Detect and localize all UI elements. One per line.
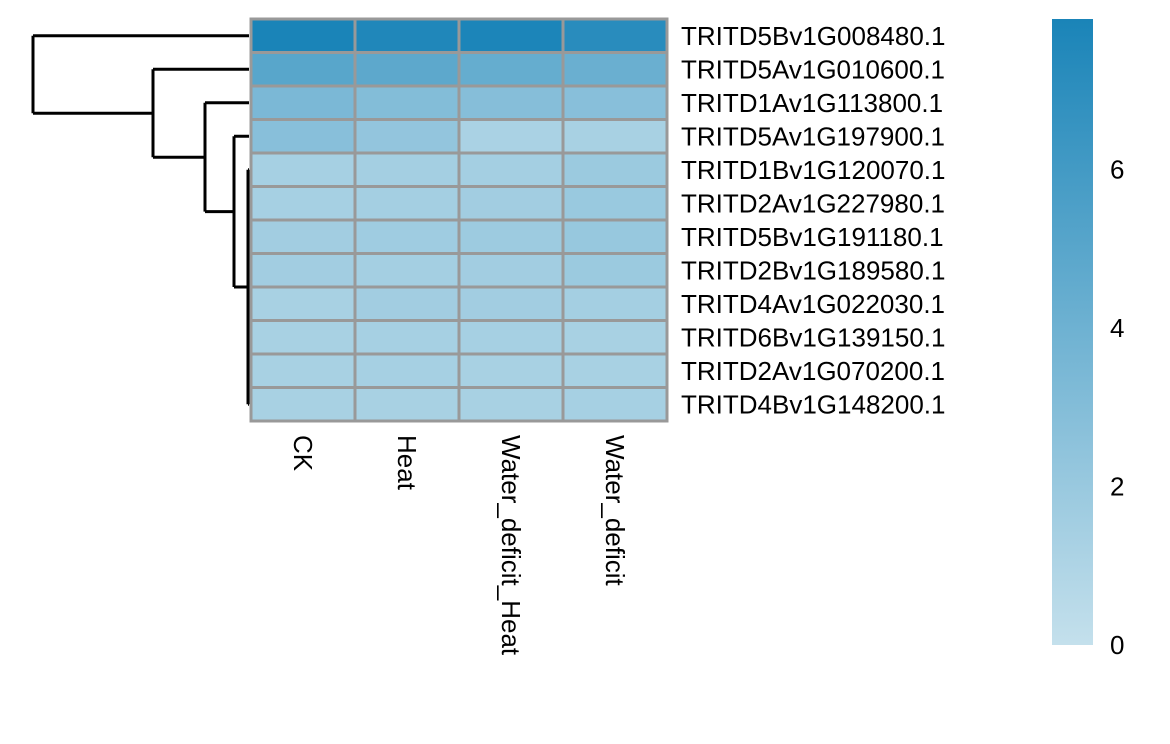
row-label: TRITD1Bv1G120070.1 bbox=[681, 155, 945, 185]
row-label: TRITD4Av1G022030.1 bbox=[681, 289, 945, 319]
colorbar-tick-label: 2 bbox=[1110, 472, 1124, 502]
heatmap-cell bbox=[561, 84, 669, 121]
row-label: TRITD5Bv1G008480.1 bbox=[681, 21, 945, 51]
heatmap-cell bbox=[249, 118, 357, 155]
heatmap-cell bbox=[353, 118, 461, 155]
heatmap-cell bbox=[561, 218, 669, 255]
row-label: TRITD2Av1G070200.1 bbox=[681, 356, 945, 386]
heatmap-cell bbox=[561, 151, 669, 188]
heatmap-cell bbox=[353, 51, 461, 88]
heatmap-cell bbox=[249, 352, 357, 389]
heatmap-cell bbox=[457, 352, 565, 389]
heatmap-cell bbox=[457, 84, 565, 121]
column-label: Water_deficit_Heat bbox=[496, 435, 526, 656]
row-label: TRITD5Av1G197900.1 bbox=[681, 121, 945, 151]
heatmap-cell bbox=[353, 319, 461, 356]
heatmap-cell bbox=[457, 151, 565, 188]
heatmap-cell bbox=[249, 218, 357, 255]
heatmap-cell bbox=[457, 185, 565, 222]
colorbar bbox=[1052, 19, 1093, 645]
heatmap-cell bbox=[457, 17, 565, 54]
row-label: TRITD6Bv1G139150.1 bbox=[681, 322, 945, 352]
heatmap-cell bbox=[353, 17, 461, 54]
heatmap-cell bbox=[249, 319, 357, 356]
heatmap-cell bbox=[249, 252, 357, 289]
colorbar-tick-label: 0 bbox=[1110, 630, 1124, 660]
heatmap-cell bbox=[457, 319, 565, 356]
column-label: Water_deficit bbox=[600, 435, 630, 587]
heatmap-cell bbox=[561, 319, 669, 356]
heatmap-cell bbox=[249, 84, 357, 121]
heatmap-cell bbox=[457, 386, 565, 423]
colorbar-tick-label: 4 bbox=[1110, 313, 1124, 343]
heatmap-cell bbox=[561, 386, 669, 423]
heatmap-cells bbox=[249, 17, 669, 423]
heatmap-cell bbox=[353, 151, 461, 188]
heatmap-cell bbox=[561, 352, 669, 389]
heatmap-cell bbox=[561, 118, 669, 155]
row-label: TRITD2Bv1G189580.1 bbox=[681, 255, 945, 285]
heatmap-cell bbox=[561, 17, 669, 54]
column-label: CK bbox=[288, 435, 318, 472]
column-label: Heat bbox=[392, 435, 422, 491]
heatmap-cell bbox=[457, 118, 565, 155]
heatmap-cell bbox=[353, 252, 461, 289]
heatmap-cell bbox=[457, 218, 565, 255]
colorbar-ticks: 0 2 4 6 bbox=[1110, 155, 1124, 660]
heatmap-cell bbox=[249, 285, 357, 322]
row-label: TRITD2Av1G227980.1 bbox=[681, 188, 945, 218]
row-dendrogram bbox=[31, 34, 250, 406]
heatmap-cell bbox=[249, 185, 357, 222]
heatmap-cell bbox=[249, 17, 357, 54]
column-labels: CK Heat Water_deficit_Heat Water_deficit bbox=[288, 435, 630, 656]
heatmap-cell bbox=[561, 285, 669, 322]
heatmap-cell bbox=[353, 185, 461, 222]
heatmap-cell bbox=[353, 84, 461, 121]
heatmap-cell bbox=[561, 51, 669, 88]
heatmap-cell bbox=[353, 352, 461, 389]
heatmap-cell bbox=[561, 185, 669, 222]
heatmap-cell bbox=[249, 386, 357, 423]
heatmap-cell bbox=[249, 151, 357, 188]
row-label: TRITD5Av1G010600.1 bbox=[681, 54, 945, 84]
heatmap-cell bbox=[457, 51, 565, 88]
heatmap-cell bbox=[353, 386, 461, 423]
heatmap-cell bbox=[457, 252, 565, 289]
heatmap-cell bbox=[353, 218, 461, 255]
heatmap-cell bbox=[561, 252, 669, 289]
heatmap-cell bbox=[353, 285, 461, 322]
heatmap-cell bbox=[249, 51, 357, 88]
row-label: TRITD5Bv1G191180.1 bbox=[681, 222, 944, 252]
row-label: TRITD1Av1G113800.1 bbox=[681, 88, 943, 118]
row-label: TRITD4Bv1G148200.1 bbox=[681, 389, 945, 419]
heatmap-cell bbox=[457, 285, 565, 322]
colorbar-tick-label: 6 bbox=[1110, 155, 1124, 185]
